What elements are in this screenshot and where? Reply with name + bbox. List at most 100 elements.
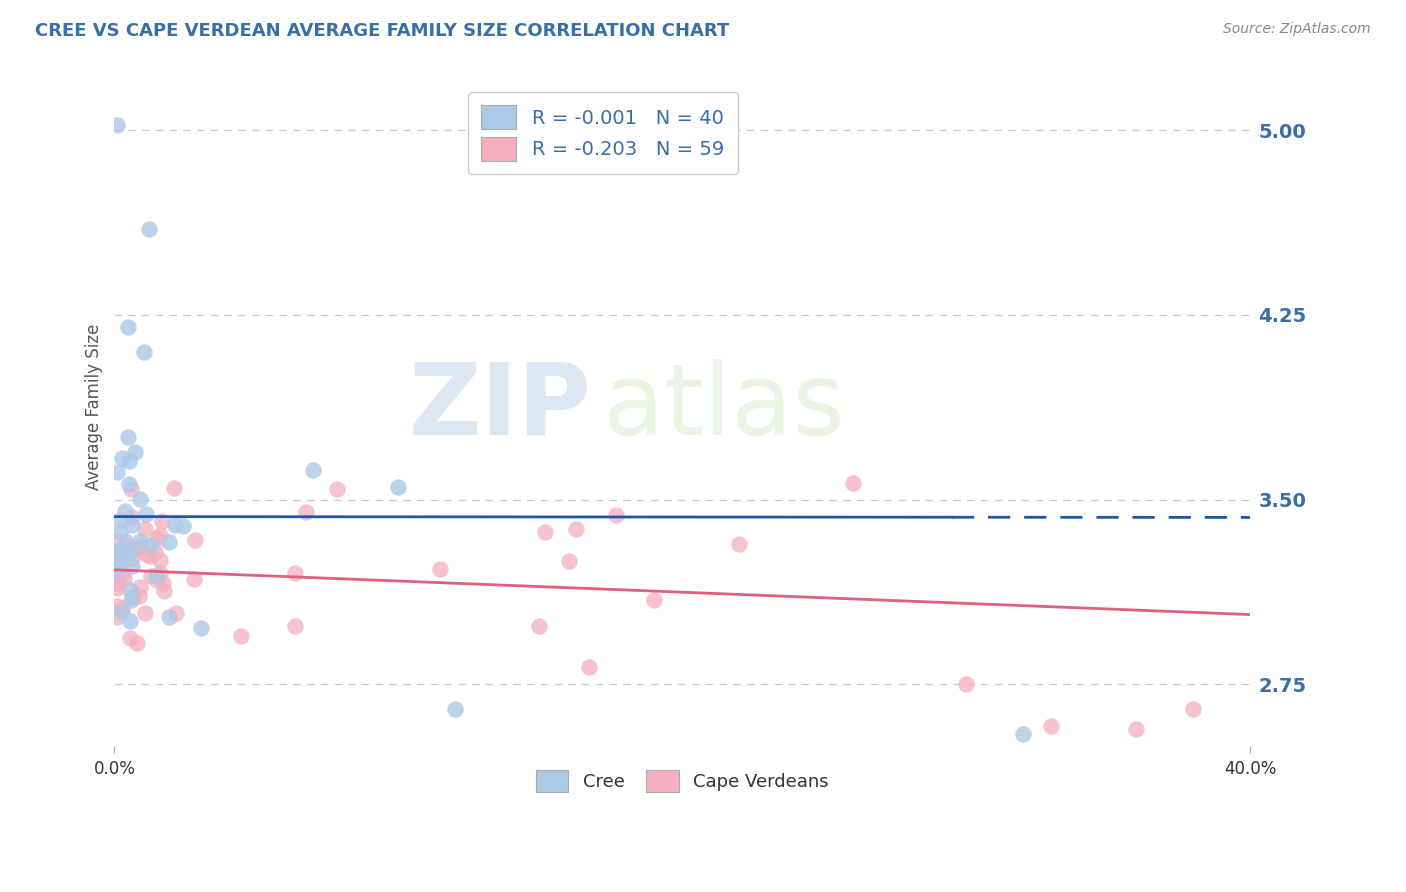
Point xyxy=(955,677,977,691)
Point xyxy=(124,541,146,556)
Point xyxy=(105,582,128,596)
Point xyxy=(149,566,172,581)
Point xyxy=(284,566,307,580)
Text: atlas: atlas xyxy=(603,359,845,456)
Point xyxy=(643,593,665,607)
Point xyxy=(143,545,166,559)
Point xyxy=(110,525,132,540)
Point xyxy=(110,566,132,580)
Point xyxy=(134,607,156,621)
Point xyxy=(157,535,180,549)
Point xyxy=(190,621,212,635)
Point xyxy=(107,575,129,590)
Point xyxy=(110,451,132,466)
Point xyxy=(121,550,143,565)
Point xyxy=(128,533,150,548)
Point xyxy=(162,481,184,495)
Point xyxy=(141,538,163,552)
Point xyxy=(117,320,139,334)
Point xyxy=(108,558,131,572)
Point xyxy=(149,527,172,541)
Point xyxy=(128,589,150,603)
Point xyxy=(165,517,187,532)
Point xyxy=(105,465,128,479)
Point xyxy=(108,513,131,527)
Point xyxy=(105,610,128,624)
Point xyxy=(841,476,863,491)
Point xyxy=(134,521,156,535)
Point xyxy=(145,569,167,583)
Point xyxy=(138,221,160,235)
Text: CREE VS CAPE VERDEAN AVERAGE FAMILY SIZE CORRELATION CHART: CREE VS CAPE VERDEAN AVERAGE FAMILY SIZE… xyxy=(35,22,730,40)
Point xyxy=(605,508,627,523)
Point xyxy=(121,518,143,533)
Point xyxy=(145,574,167,588)
Point xyxy=(183,572,205,586)
Point xyxy=(118,476,141,491)
Point xyxy=(1040,719,1063,733)
Point xyxy=(112,571,135,585)
Text: ZIP: ZIP xyxy=(409,359,592,456)
Point xyxy=(120,483,142,497)
Point xyxy=(172,519,194,533)
Point xyxy=(121,558,143,573)
Point xyxy=(124,445,146,459)
Point xyxy=(111,605,134,619)
Point xyxy=(302,463,325,477)
Point xyxy=(231,629,253,643)
Point xyxy=(117,430,139,444)
Point xyxy=(146,531,169,545)
Point xyxy=(565,523,588,537)
Point xyxy=(125,636,148,650)
Point xyxy=(141,569,163,583)
Point xyxy=(105,553,128,567)
Point xyxy=(295,505,318,519)
Point xyxy=(118,614,141,628)
Point xyxy=(120,593,142,607)
Point xyxy=(105,563,128,577)
Legend: Cree, Cape Verdeans: Cree, Cape Verdeans xyxy=(523,757,841,805)
Point xyxy=(132,344,155,359)
Point xyxy=(1182,702,1205,716)
Point xyxy=(184,533,207,548)
Point xyxy=(557,553,579,567)
Point xyxy=(129,492,152,507)
Text: Source: ZipAtlas.com: Source: ZipAtlas.com xyxy=(1223,22,1371,37)
Point xyxy=(118,454,141,468)
Point xyxy=(108,546,131,560)
Point xyxy=(120,542,142,557)
Point xyxy=(139,549,162,563)
Point xyxy=(149,553,172,567)
Point xyxy=(121,510,143,524)
Point xyxy=(157,609,180,624)
Point xyxy=(114,504,136,518)
Point xyxy=(444,702,467,716)
Point xyxy=(527,618,550,632)
Point xyxy=(152,576,174,591)
Point xyxy=(533,524,555,539)
Point xyxy=(129,539,152,553)
Point xyxy=(114,534,136,549)
Point xyxy=(105,533,128,548)
Y-axis label: Average Family Size: Average Family Size xyxy=(86,324,103,491)
Point xyxy=(1125,722,1147,736)
Point xyxy=(150,514,173,528)
Point xyxy=(120,582,142,597)
Point xyxy=(118,631,141,645)
Point xyxy=(135,508,157,522)
Point xyxy=(728,537,751,551)
Point xyxy=(105,118,128,132)
Point xyxy=(578,660,600,674)
Point xyxy=(111,601,134,615)
Point xyxy=(135,547,157,561)
Point xyxy=(105,599,128,614)
Point xyxy=(129,580,152,594)
Point xyxy=(429,562,451,576)
Point xyxy=(153,584,176,599)
Point xyxy=(326,483,349,497)
Point xyxy=(107,576,129,591)
Point xyxy=(165,606,187,620)
Point xyxy=(387,480,409,494)
Point xyxy=(121,590,143,604)
Point xyxy=(284,619,307,633)
